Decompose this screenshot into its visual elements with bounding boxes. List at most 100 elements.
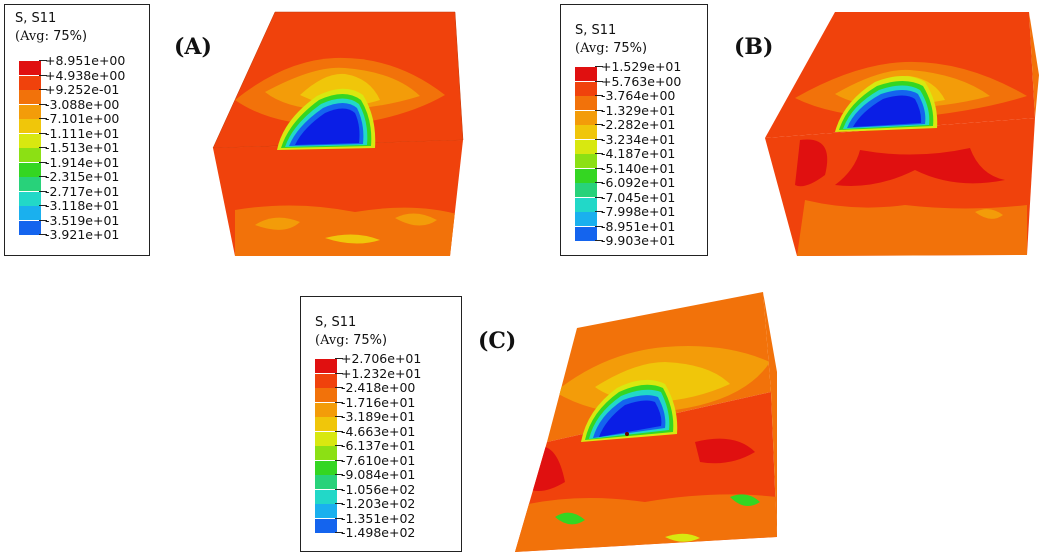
- legend-value: -1.351e+02: [341, 510, 416, 526]
- legend-color-swatch: [315, 402, 337, 417]
- legend-value: +1.529e+01: [601, 59, 682, 74]
- legend-value: -2.282e+01: [601, 117, 676, 132]
- legend-color-swatch: [19, 162, 41, 177]
- legend-value: -7.045e+01: [601, 189, 676, 205]
- legend-tick: [595, 225, 603, 227]
- legend-tick: [595, 124, 603, 125]
- legend-color-swatch: [315, 359, 337, 373]
- legend-tick: [595, 196, 603, 198]
- legend-value: -3.764e+00: [601, 88, 676, 103]
- legend-tick: [39, 89, 47, 90]
- legend-tick: [39, 103, 47, 105]
- legend-tick: [335, 416, 343, 417]
- legend-tick: [39, 190, 47, 192]
- legend-value: -6.137e+01: [341, 438, 416, 453]
- legend-color-swatch: [315, 446, 337, 460]
- legend-color-swatch: [575, 110, 597, 125]
- legend-value: +2.706e+01: [341, 351, 422, 366]
- panel-label-b: (B): [734, 34, 774, 60]
- legend-tick: [39, 234, 47, 235]
- panel-label-a: (A): [174, 34, 212, 60]
- legend-tick: [335, 372, 343, 374]
- legend-tick: [39, 205, 47, 206]
- legend-color-swatch: [575, 125, 597, 139]
- legend-value: -3.234e+01: [601, 131, 676, 147]
- legend-value: +1.232e+01: [341, 365, 422, 381]
- legend-value: -7.998e+01: [601, 204, 676, 219]
- legend-value: +8.951e+00: [45, 53, 126, 68]
- legend-color-swatch: [19, 220, 41, 235]
- legend-tick: [39, 74, 47, 76]
- legend-tick: [39, 176, 47, 177]
- legend-tick: [335, 474, 343, 475]
- legend-value: +5.763e+00: [601, 73, 682, 89]
- legend-value: -4.187e+01: [601, 146, 676, 161]
- legend-value: -6.092e+01: [601, 175, 676, 190]
- legend-tick: [595, 66, 603, 67]
- legend-value: -5.140e+01: [601, 160, 676, 176]
- legend-color-swatch: [19, 177, 41, 191]
- legend-tick: [335, 445, 343, 446]
- legend-value: -8.951e+01: [601, 218, 676, 234]
- legend-color-swatch: [575, 197, 597, 212]
- legend-tick: [39, 60, 47, 61]
- model-b: [765, 12, 1039, 256]
- legend-value: -1.513e+01: [45, 140, 120, 155]
- legend-value: -1.498e+02: [341, 525, 416, 540]
- legend-value: -1.056e+02: [341, 481, 416, 497]
- legend-value: -3.189e+01: [341, 409, 416, 424]
- legend-tick: [335, 503, 343, 504]
- legend-color-swatch: [575, 139, 597, 154]
- legend-color-swatch: [575, 212, 597, 226]
- legend-color-swatch: [315, 504, 337, 518]
- panel-label-c: (C): [478, 328, 517, 354]
- legend-averaging: (Avg: 75%): [315, 333, 388, 348]
- legend-tick: [335, 517, 343, 519]
- legend-value: -3.921e+01: [45, 227, 120, 242]
- legend-value: -3.118e+01: [45, 198, 120, 213]
- legend-color-swatch: [315, 388, 337, 402]
- legend-variable: S, S11: [575, 23, 617, 38]
- legend-value: -2.418e+00: [341, 380, 416, 395]
- legend-tick: [39, 132, 47, 134]
- legend-tick: [39, 161, 47, 163]
- legend-value: -4.663e+01: [341, 423, 416, 439]
- legend-color-swatch: [575, 81, 597, 96]
- legend-value: -7.610e+01: [341, 452, 416, 468]
- legend-tick: [595, 240, 603, 241]
- legend-tick: [595, 138, 603, 140]
- legend-value: -9.084e+01: [341, 467, 416, 482]
- legend-value: -1.111e+01: [45, 125, 120, 141]
- legend-variable: S, S11: [15, 11, 57, 26]
- legend-b: S, S11 (Avg: 75%) +1.529e+01 +5.763e+00 -3…: [560, 4, 708, 256]
- legend-color-swatch: [19, 148, 41, 162]
- legend-color-swatch: [575, 154, 597, 168]
- legend-color-swatch: [575, 168, 597, 183]
- legend-color-swatch: [315, 475, 337, 489]
- legend-color-swatch: [315, 460, 337, 475]
- legend-averaging: (Avg: 75%): [15, 29, 88, 44]
- legend-value: -2.717e+01: [45, 183, 120, 199]
- legend-color-swatch: [315, 431, 337, 446]
- legend-a: S, S11 (Avg: 75%) +8.951e+00 +4.938e+00 +9…: [4, 4, 150, 256]
- legend-tick: [595, 80, 603, 82]
- legend-color-swatch: [315, 489, 337, 504]
- legend-color-swatch: [315, 518, 337, 533]
- model-a: [212, 11, 464, 256]
- legend-value: -1.203e+02: [341, 496, 416, 511]
- legend-value: -2.315e+01: [45, 169, 120, 184]
- legend-color-swatch: [575, 67, 597, 81]
- legend-tick: [595, 211, 603, 212]
- legend-color-swatch: [19, 133, 41, 148]
- legend-tick: [39, 147, 47, 148]
- legend-color-swatch: [19, 119, 41, 133]
- legend-value: +9.252e-01: [45, 82, 120, 97]
- legend-color-swatch: [19, 90, 41, 104]
- legend-tick: [335, 430, 343, 432]
- legend-tick: [335, 459, 343, 461]
- legend-tick: [595, 95, 603, 96]
- legend-tick: [39, 219, 47, 221]
- legend-color-swatch: [315, 373, 337, 388]
- legend-color-swatch: [575, 96, 597, 110]
- legend-tick: [335, 387, 343, 388]
